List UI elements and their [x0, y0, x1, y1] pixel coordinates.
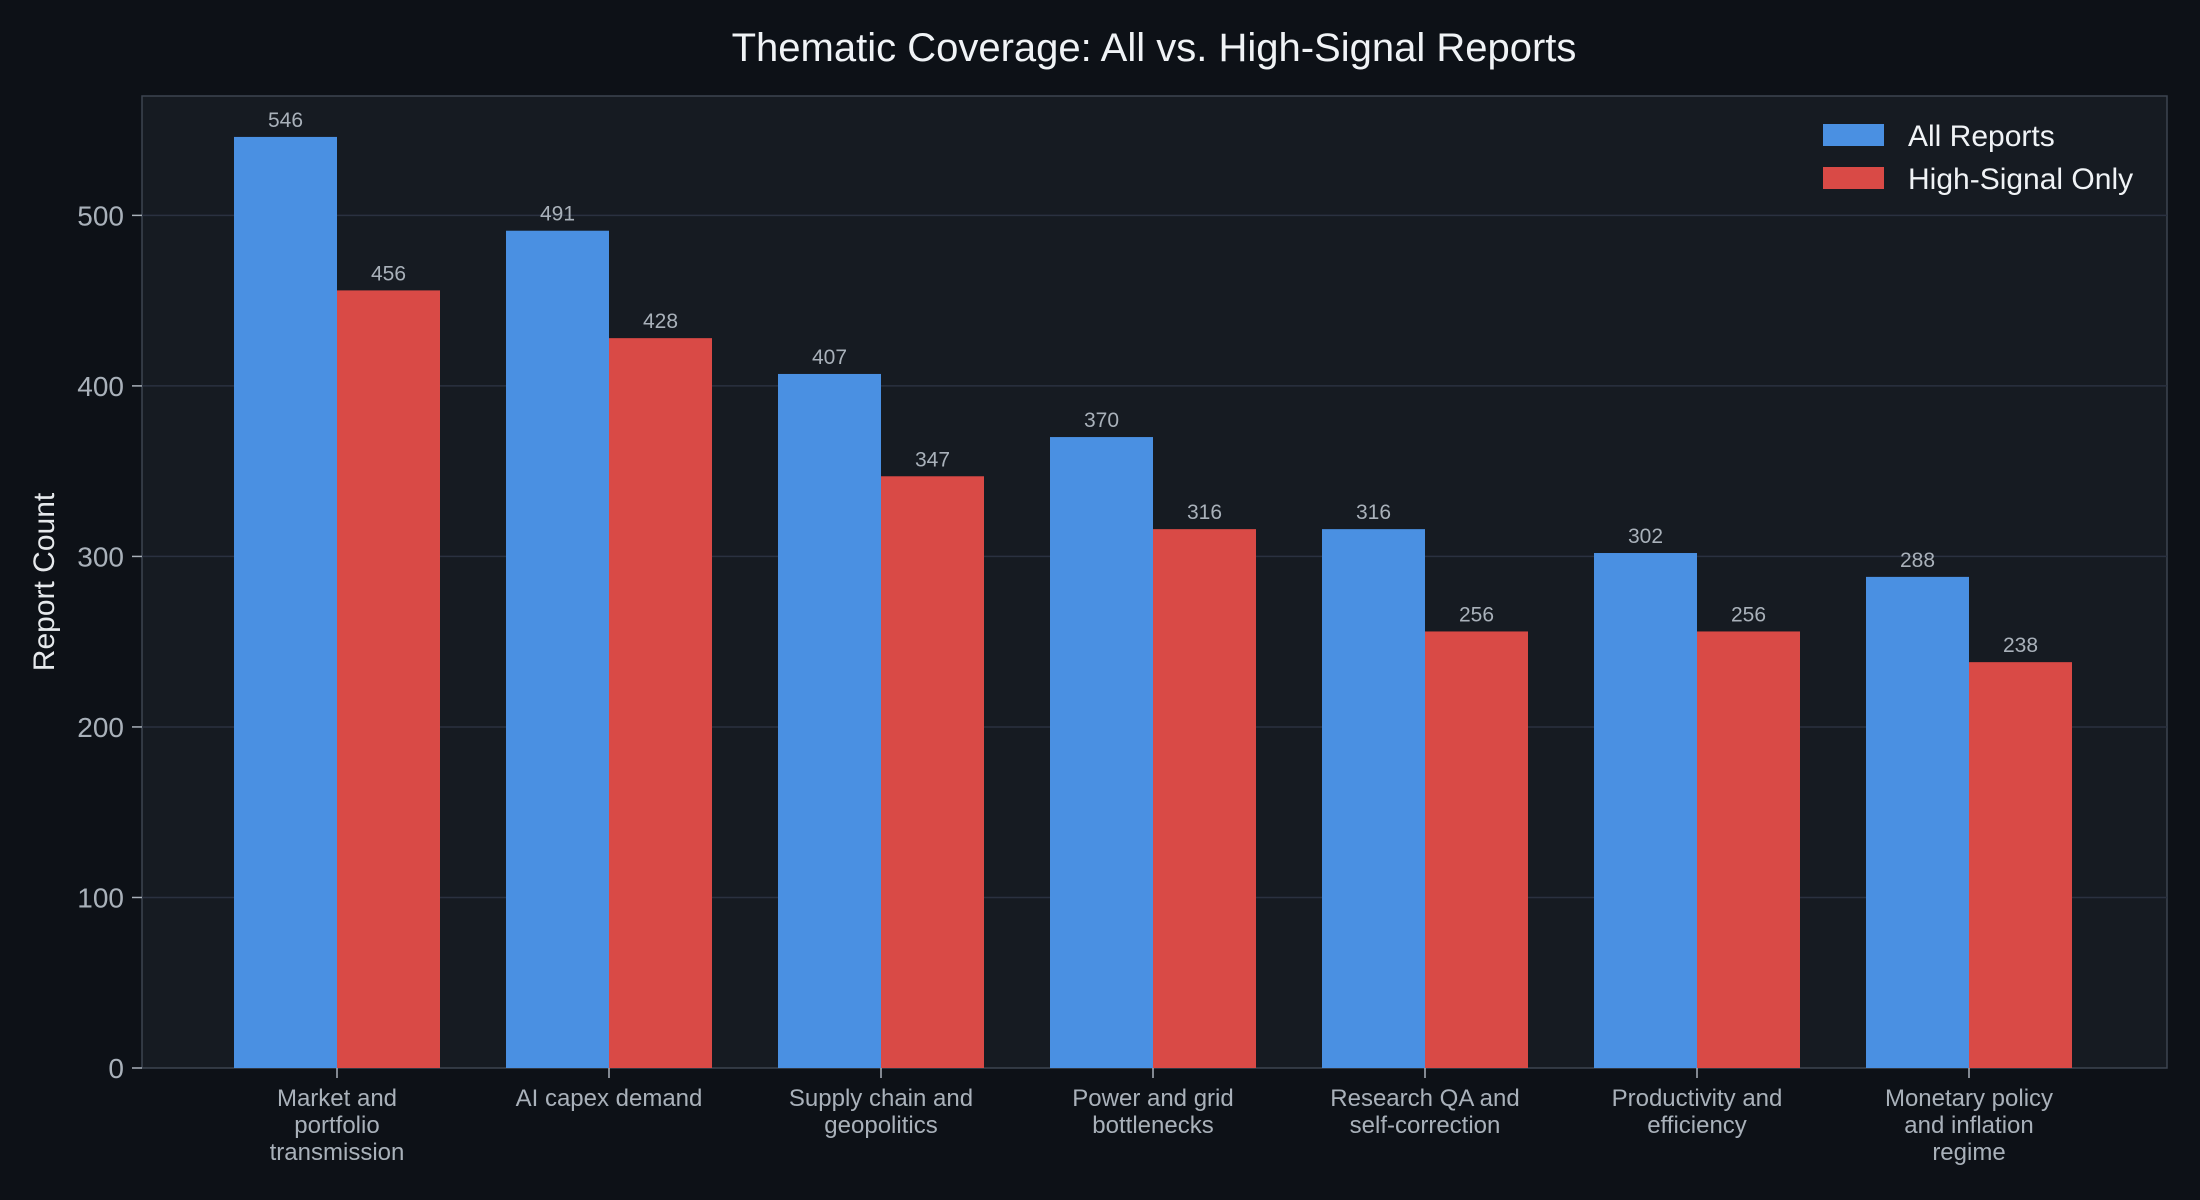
x-tick-label: Productivity and efficiency	[1612, 1085, 1783, 1139]
x-tick-label-line: Research QA and	[1330, 1085, 1519, 1112]
bar-high-signal	[1153, 529, 1256, 1068]
bar-high-signal	[1425, 631, 1528, 1068]
chart-title: Thematic Coverage: All vs. High-Signal R…	[732, 26, 1577, 70]
legend-swatch-all-reports	[1823, 124, 1884, 146]
x-tick-label-line: portfolio	[294, 1112, 379, 1139]
bar-value-label: 546	[268, 109, 303, 132]
bar-high-signal	[337, 290, 440, 1068]
bar-value-label: 238	[2003, 634, 2038, 657]
legend-label-high-signal: High-Signal Only	[1908, 163, 2133, 196]
x-tick-label-line: bottlenecks	[1092, 1112, 1213, 1139]
x-tick-label-line: Supply chain and	[789, 1085, 973, 1112]
bar-value-label: 256	[1459, 603, 1494, 626]
legend-swatch-high-signal	[1823, 167, 1884, 189]
y-tick-label: 200	[77, 712, 124, 743]
x-tick-label: Supply chain and geopolitics	[789, 1085, 973, 1139]
bar-all-reports	[1322, 529, 1425, 1068]
x-tick-label-line: transmission	[270, 1139, 405, 1166]
y-tick-label: 300	[77, 541, 124, 572]
bar-value-label: 288	[1900, 549, 1935, 572]
y-tick-label: 100	[77, 882, 124, 913]
y-tick-label: 500	[77, 200, 124, 231]
bar-high-signal	[881, 476, 984, 1068]
x-tick-label-line: Power and grid	[1072, 1085, 1233, 1112]
bar-value-label: 456	[371, 262, 406, 285]
legend: All Reports High-Signal Only	[1823, 120, 2133, 196]
x-tick-label-line: Productivity and	[1612, 1085, 1783, 1112]
x-tick-label-line: geopolitics	[824, 1112, 937, 1139]
bar-all-reports	[778, 373, 881, 1068]
bar-value-label: 491	[540, 203, 575, 226]
y-axis-ticks: 0 100 200 300 400 500	[77, 200, 142, 1084]
x-tick-label-line: and inflation	[1904, 1112, 2033, 1139]
x-tick-label-line: Market and	[277, 1085, 397, 1112]
bar-high-signal	[1697, 631, 1800, 1068]
x-tick-label: AI capex demand	[516, 1085, 703, 1112]
x-tick-label: Power and grid bottlenecks	[1072, 1085, 1233, 1139]
x-tick-label: Market and portfolio transmission	[270, 1085, 405, 1166]
x-tick-label-line: efficiency	[1647, 1112, 1747, 1139]
x-tick-label-line: regime	[1932, 1139, 2005, 1166]
x-tick-label: Research QA and self-correction	[1330, 1085, 1519, 1139]
legend-label-all-reports: All Reports	[1908, 120, 2055, 153]
bar-value-label: 316	[1187, 501, 1222, 524]
bar-value-label: 407	[812, 346, 847, 369]
bar-all-reports	[234, 136, 337, 1068]
bars	[234, 136, 2072, 1069]
bar-all-reports	[1866, 576, 1969, 1068]
x-tick-label-line: Monetary policy	[1885, 1085, 2053, 1112]
bar-high-signal	[1969, 662, 2072, 1068]
x-axis-ticks: Market and portfolio transmission AI capex …	[270, 1068, 2053, 1166]
bar-all-reports	[1594, 553, 1697, 1068]
bar-high-signal	[609, 338, 712, 1069]
data-labels: 546 456 491 428 407 347 370 316 316 256 302 256 288 2…	[268, 109, 2038, 657]
bar-all-reports	[506, 230, 609, 1068]
bar-value-label: 256	[1731, 603, 1766, 626]
bar-value-label: 302	[1628, 525, 1663, 548]
bar-all-reports	[1050, 437, 1153, 1069]
y-axis-label: Report Count	[28, 492, 61, 671]
bar-value-label: 370	[1084, 409, 1119, 432]
bar-value-label: 428	[643, 310, 678, 333]
x-tick-label-line: self-correction	[1350, 1112, 1501, 1139]
x-tick-label-line: AI capex demand	[516, 1085, 703, 1112]
bar-value-label: 316	[1356, 501, 1391, 524]
bar-value-label: 347	[915, 448, 950, 471]
x-tick-label: Monetary policy and inflation regime	[1885, 1085, 2053, 1166]
y-tick-label: 0	[108, 1053, 124, 1084]
y-tick-label: 400	[77, 371, 124, 402]
